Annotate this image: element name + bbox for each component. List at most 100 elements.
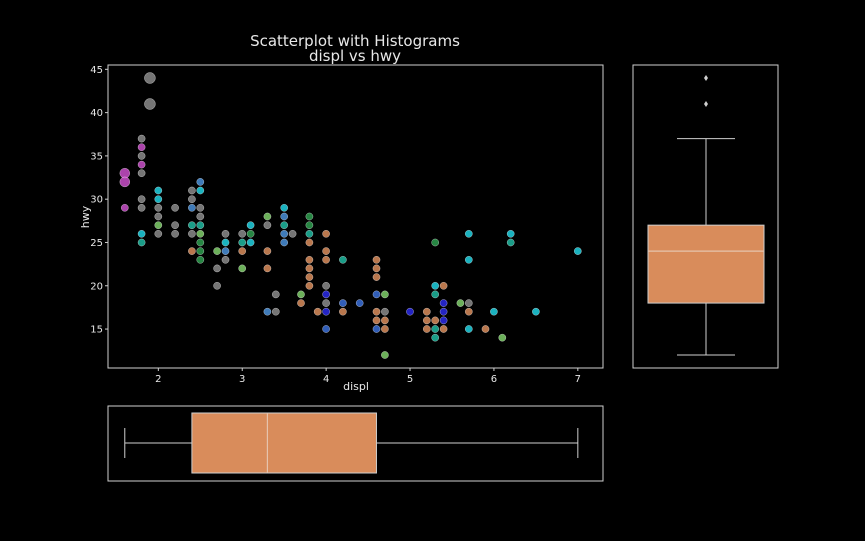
scatter-point bbox=[171, 221, 179, 230]
scatter-point bbox=[406, 307, 414, 316]
scatter-point bbox=[372, 255, 381, 264]
scatter-point bbox=[297, 299, 305, 307]
scatter-point bbox=[372, 316, 381, 325]
scatter-point bbox=[439, 307, 448, 316]
scatter-point bbox=[271, 290, 280, 299]
scatter-point bbox=[305, 264, 314, 273]
scatter-point bbox=[322, 255, 330, 264]
scatter-point bbox=[154, 195, 163, 204]
y-tick-label: 30 bbox=[90, 195, 103, 206]
displ-box bbox=[191, 412, 377, 474]
scatter-point bbox=[431, 325, 440, 333]
hwy-boxplot-axes bbox=[632, 64, 779, 369]
scatter-point bbox=[372, 290, 381, 299]
scatter-point bbox=[196, 212, 205, 221]
scatter-point bbox=[196, 229, 205, 238]
x-tick-label: 6 bbox=[491, 374, 497, 385]
scatter-point bbox=[238, 238, 247, 247]
scatter-point bbox=[322, 247, 330, 255]
scatter-point bbox=[481, 325, 490, 333]
scatter-point bbox=[196, 221, 205, 230]
x-tick-label: 5 bbox=[407, 374, 413, 385]
scatter-point bbox=[322, 325, 330, 333]
scatter-point bbox=[171, 229, 179, 238]
x-tick-label: 3 bbox=[239, 374, 245, 385]
scatter-point bbox=[144, 72, 156, 84]
scatter-point bbox=[246, 238, 255, 247]
scatter-point bbox=[381, 325, 389, 333]
hwy-boxplot-frame bbox=[632, 64, 779, 369]
scatter-point bbox=[137, 238, 146, 247]
scatter-point bbox=[213, 247, 221, 255]
scatter-point bbox=[305, 255, 314, 264]
scatter-point bbox=[439, 316, 448, 325]
scatter-point bbox=[154, 229, 163, 238]
scatter-point bbox=[372, 307, 381, 316]
scatter-point bbox=[196, 255, 205, 264]
scatter-point bbox=[137, 160, 146, 169]
scatter-point bbox=[221, 238, 230, 247]
scatter-point bbox=[188, 229, 196, 238]
x-tick-label: 2 bbox=[155, 374, 161, 385]
scatter-point bbox=[498, 333, 507, 342]
scatter-point bbox=[305, 273, 314, 281]
scatter-point bbox=[422, 316, 431, 325]
scatter-point bbox=[246, 229, 255, 238]
scatter-point bbox=[431, 316, 440, 325]
scatter-point bbox=[339, 299, 347, 307]
scatter-point bbox=[381, 307, 389, 316]
scatter-point bbox=[339, 255, 347, 264]
displ-boxplot-frame bbox=[107, 405, 604, 482]
scatter-point bbox=[464, 255, 473, 264]
scatter-point bbox=[154, 203, 163, 212]
scatter-point bbox=[188, 203, 196, 212]
scatter-point bbox=[137, 134, 146, 143]
scatter-point bbox=[355, 299, 364, 307]
x-tick-label: 4 bbox=[323, 374, 329, 385]
scatter-point bbox=[305, 229, 314, 238]
scatter-point bbox=[188, 221, 196, 230]
scatter-point bbox=[422, 307, 431, 316]
scatter-point bbox=[263, 221, 272, 230]
scatter-point bbox=[137, 229, 146, 238]
scatter-point bbox=[188, 247, 196, 255]
scatter-point bbox=[263, 247, 272, 255]
displ-boxplot bbox=[124, 412, 579, 474]
scatter-point bbox=[213, 281, 221, 290]
y-tick-label: 15 bbox=[90, 325, 103, 336]
scatter-point bbox=[339, 307, 347, 316]
scatter-point bbox=[246, 221, 255, 230]
scatter-point bbox=[137, 203, 146, 212]
scatter-point bbox=[532, 307, 540, 316]
scatter-point bbox=[322, 290, 330, 299]
chart-subtitle: displ vs hwy bbox=[309, 47, 401, 65]
scatter-point bbox=[322, 307, 330, 316]
scatter-point bbox=[196, 238, 205, 247]
scatter-point bbox=[144, 98, 156, 110]
scatter-point bbox=[431, 281, 440, 290]
scatter-point bbox=[431, 333, 440, 342]
scatter-point bbox=[322, 299, 330, 307]
scatter-point bbox=[439, 281, 448, 290]
x-axis-label: displ bbox=[343, 380, 369, 393]
scatter-point bbox=[305, 221, 314, 230]
scatter-point bbox=[506, 238, 515, 247]
scatter-point bbox=[372, 325, 381, 333]
scatter-point bbox=[196, 186, 205, 195]
scatter-point bbox=[137, 195, 146, 204]
scatter-point bbox=[439, 325, 448, 333]
x-tick-label: 7 bbox=[575, 374, 581, 385]
scatter-point bbox=[238, 229, 247, 238]
x-axis-ticks: 2 3 4 5 6 7 bbox=[155, 368, 581, 385]
scatter-point bbox=[263, 264, 272, 273]
y-axis-label: hwy bbox=[79, 205, 92, 228]
scatter-point bbox=[464, 325, 473, 333]
scatter-point bbox=[196, 178, 205, 186]
scatter-point bbox=[263, 212, 272, 221]
scatter-point bbox=[322, 229, 330, 238]
scatter-point bbox=[196, 203, 205, 212]
scatter-point bbox=[221, 247, 230, 255]
scatter-point bbox=[381, 351, 389, 359]
